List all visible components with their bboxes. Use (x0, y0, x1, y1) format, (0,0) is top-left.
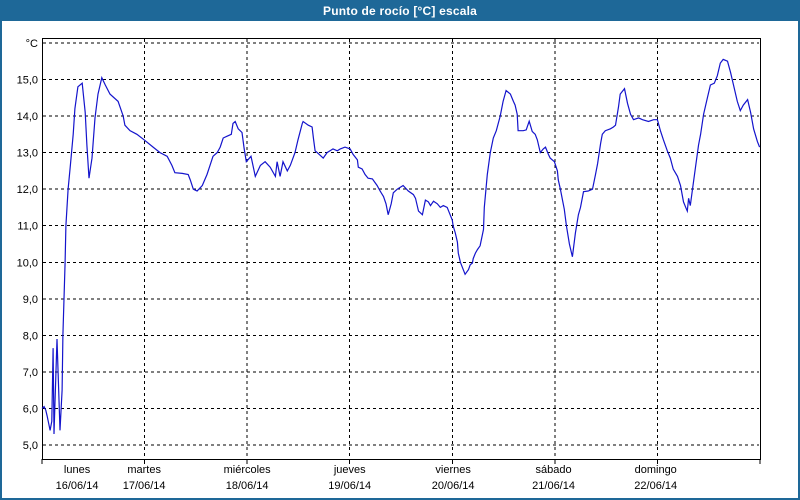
x-day-date: 19/06/14 (328, 480, 371, 492)
x-day-date: 21/06/14 (532, 480, 575, 492)
x-day-name: lunes (64, 464, 91, 476)
y-tick-label: 7,0 (23, 367, 38, 379)
y-tick-label: 15,0 (17, 75, 38, 87)
dewpoint-line-chart: 15,0 14,0 13,0 12,0 11,0 10,0 9,0 8,0 7,0 6,0 5,0 °… (17, 38, 761, 492)
y-tick-label: 8,0 (23, 330, 38, 342)
y-tick-label: 10,0 (17, 257, 38, 269)
x-day-name: jueves (333, 464, 366, 476)
x-day-date: 17/06/14 (123, 480, 166, 492)
y-tick-label: 12,0 (17, 184, 38, 196)
plot-area (42, 38, 761, 460)
y-axis-unit: °C (26, 38, 38, 50)
y-tick-label: 14,0 (17, 111, 38, 123)
x-day-date: 16/06/14 (56, 480, 99, 492)
y-tick-label: 6,0 (23, 403, 38, 415)
x-day-name: miércoles (224, 464, 272, 476)
y-tick-label: 13,0 (17, 148, 38, 160)
x-day-name: domingo (635, 464, 677, 476)
x-day-name: sábado (536, 464, 572, 476)
y-tick-label: 11,0 (17, 221, 38, 233)
x-day-name: martes (127, 464, 161, 476)
window-title-bar: Punto de rocío [°C] escala (2, 2, 798, 21)
dewpoint-line (41, 58, 761, 435)
x-day-name: viernes (435, 464, 471, 476)
chart-title: Punto de rocío [°C] escala (322, 4, 478, 18)
x-day-date: 18/06/14 (226, 480, 269, 492)
chart-area: 15,0 14,0 13,0 12,0 11,0 10,0 9,0 8,0 7,0 6,0 5,0 °… (2, 21, 798, 498)
y-tick-label: 5,0 (23, 440, 38, 452)
y-tick-label: 9,0 (23, 294, 38, 306)
x-day-date: 22/06/14 (634, 480, 677, 492)
x-day-date: 20/06/14 (432, 480, 475, 492)
